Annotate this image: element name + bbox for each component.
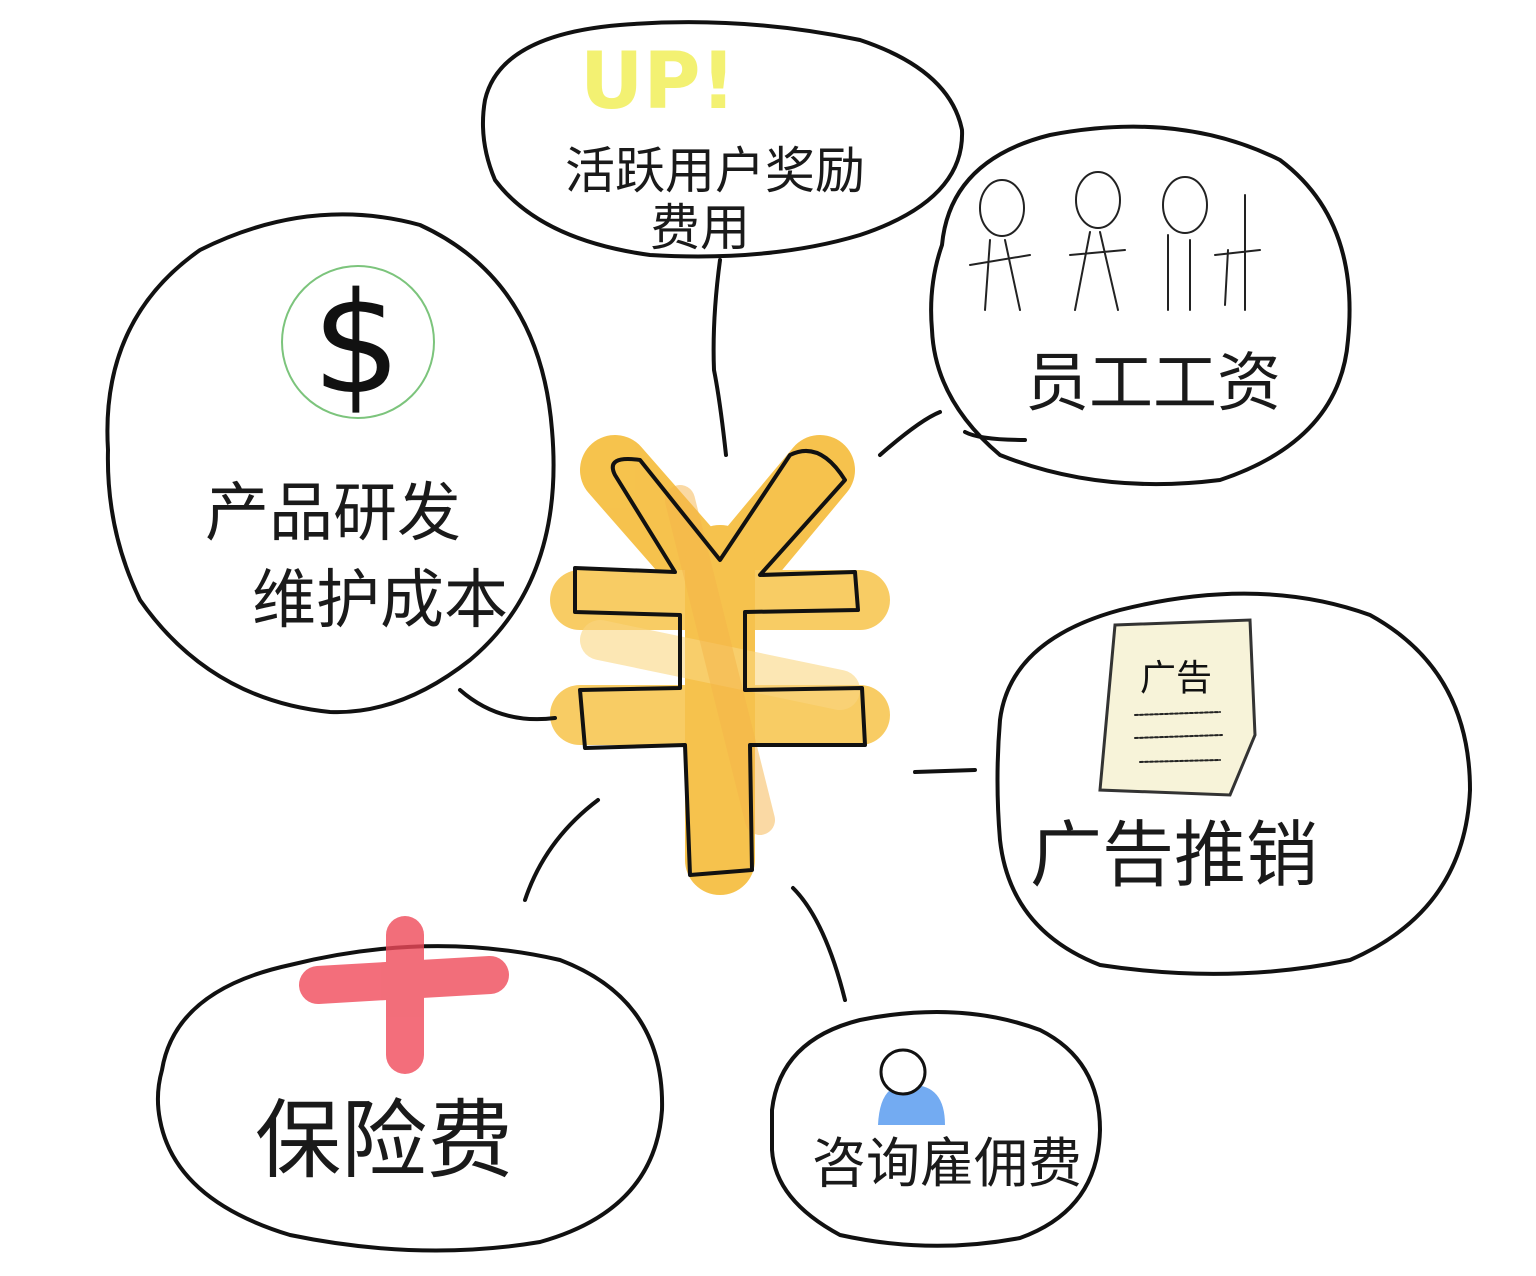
people-icon bbox=[969, 171, 1261, 311]
svg-text:广告: 广告 bbox=[1140, 658, 1212, 699]
up-text-icon: UP! bbox=[580, 37, 736, 127]
red-cross-icon bbox=[299, 916, 509, 1074]
node-consulting: 咨询雇佣费 bbox=[770, 1010, 1102, 1248]
node-employee-salary: 员工工资 bbox=[929, 124, 1352, 487]
node-active-user-reward: UP! 活跃用户奖励 费用 bbox=[480, 20, 965, 259]
node-rd-maintenance: $ 产品研发 维护成本 bbox=[105, 212, 556, 715]
node-label: 保险费 bbox=[255, 1091, 513, 1191]
person-icon bbox=[878, 1048, 945, 1125]
node-label: 咨询雇佣费 bbox=[812, 1132, 1082, 1195]
ad-poster-icon: 广告 bbox=[1098, 618, 1257, 797]
node-label: 员工工资 bbox=[1025, 347, 1281, 421]
yen-symbol-icon bbox=[550, 435, 890, 895]
dollar-icon: $ bbox=[281, 263, 435, 426]
node-advertising: 广告 广告推销 bbox=[995, 591, 1472, 976]
node-label-line-1: 产品研发 bbox=[205, 477, 461, 551]
node-label-line-1: 活跃用户奖励 bbox=[565, 142, 865, 200]
connector-lines bbox=[458, 258, 1027, 1002]
node-label-line-2: 费用 bbox=[650, 199, 750, 257]
node-label-line-2: 维护成本 bbox=[252, 564, 508, 638]
node-label: 广告推销 bbox=[1030, 813, 1318, 897]
svg-text:$: $ bbox=[312, 263, 401, 426]
node-insurance: 保险费 bbox=[155, 916, 665, 1253]
